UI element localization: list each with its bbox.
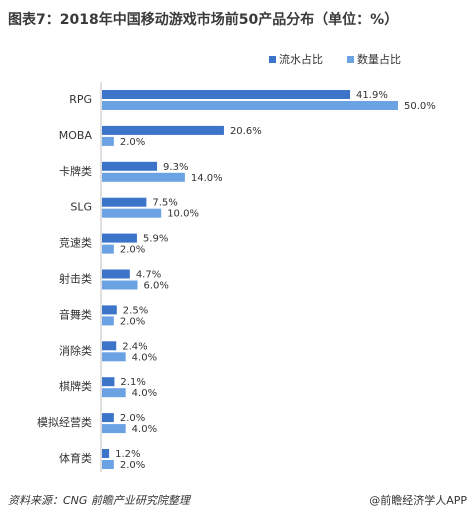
legend-swatch-1 — [347, 56, 354, 63]
bar-count-share — [102, 101, 398, 110]
category-label: 音舞类 — [59, 307, 92, 321]
data-label: 41.9% — [356, 90, 388, 101]
data-label: 2.0% — [120, 245, 145, 256]
legend-label-1: 数量占比 — [357, 52, 401, 66]
data-label: 10.0% — [167, 209, 199, 220]
credit-note: @前瞻经济学人APP — [369, 494, 467, 507]
bars — [102, 90, 398, 469]
category-label: 模拟经营类 — [37, 415, 92, 429]
bar-count-share — [102, 352, 126, 362]
bar-count-share — [102, 244, 114, 254]
category-label: 体育类 — [59, 451, 92, 465]
bar-count-share — [102, 280, 138, 290]
bar-count-share — [102, 316, 114, 326]
bar-revenue-share — [102, 125, 224, 135]
bar-count-share — [102, 460, 114, 469]
category-label: 棋牌类 — [59, 379, 92, 393]
bar-revenue-share — [102, 269, 130, 279]
chart-title: 图表7：2018年中国移动游戏市场前50产品分布（单位：%） — [8, 12, 399, 28]
data-label: 2.0% — [120, 460, 145, 471]
category-label: 卡牌类 — [59, 164, 92, 178]
category-label: 射击类 — [59, 272, 92, 286]
data-label: 7.5% — [152, 198, 177, 209]
bar-revenue-share — [102, 90, 351, 99]
data-label: 2.0% — [120, 137, 145, 148]
bar-count-share — [102, 424, 126, 434]
bar-revenue-share — [102, 413, 114, 423]
bar-count-share — [102, 388, 126, 398]
data-label: 4.0% — [132, 388, 157, 399]
bar-revenue-share — [102, 305, 117, 315]
bar-count-share — [102, 136, 114, 146]
category-label: SLG — [70, 201, 92, 214]
category-label: 消除类 — [59, 343, 92, 357]
data-label: 1.2% — [115, 449, 140, 460]
category-label: MOBA — [59, 129, 93, 142]
bar-count-share — [102, 172, 185, 182]
data-label: 4.0% — [132, 424, 157, 435]
bar-revenue-share — [102, 377, 115, 387]
bar-revenue-share — [102, 197, 147, 207]
data-label: 2.1% — [120, 377, 145, 388]
data-label: 2.0% — [120, 316, 145, 327]
data-label: 2.4% — [122, 341, 147, 352]
data-label: 20.6% — [230, 126, 262, 137]
data-label: 50.0% — [404, 101, 436, 112]
bar-revenue-share — [102, 341, 117, 351]
bar-revenue-share — [102, 233, 137, 243]
value-labels: 41.9% 50.0% 20.6% 2.0% 9.3%14.0% 7.5%10.0% 5.9… — [115, 90, 436, 471]
source-note: 资料来源：CNG 前瞻产业研究院整理 — [8, 494, 190, 507]
data-label: 9.3% — [163, 162, 188, 173]
legend-swatch-0 — [269, 56, 276, 63]
bar-revenue-share — [102, 161, 158, 171]
bar-revenue-share — [102, 449, 110, 458]
legend-label-0: 流水占比 — [279, 52, 323, 66]
legend: 流水占比 数量占比 — [269, 52, 401, 66]
data-label: 4.0% — [132, 352, 157, 363]
category-label: RPG — [69, 93, 92, 106]
category-label: 竞速类 — [59, 236, 92, 250]
data-label: 4.7% — [136, 270, 161, 281]
data-label: 2.5% — [123, 305, 148, 316]
data-label: 2.0% — [120, 413, 145, 424]
data-label: 6.0% — [144, 281, 169, 292]
bar-count-share — [102, 208, 162, 218]
data-label: 5.9% — [143, 234, 168, 245]
data-label: 14.0% — [191, 173, 223, 184]
